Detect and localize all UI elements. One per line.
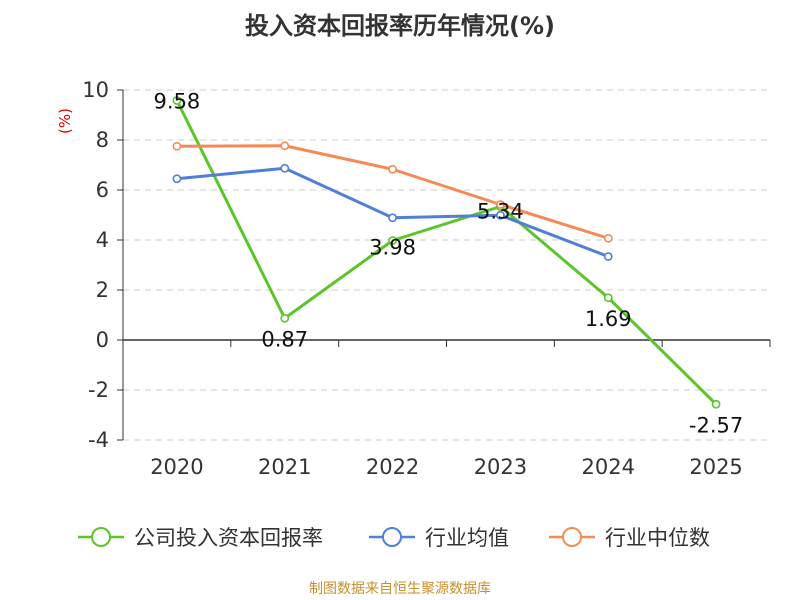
y-tick-label: -4 <box>88 428 109 452</box>
data-label: 5.34 <box>477 200 524 224</box>
y-tick-label: 2 <box>96 278 109 302</box>
data-point-0 <box>711 399 721 409</box>
chart-title: 投入资本回报率历年情况(%) <box>245 12 555 40</box>
legend-label: 公司投入资本回报率 <box>134 526 323 550</box>
data-point-0 <box>388 236 397 245</box>
data-point-2 <box>603 233 613 243</box>
data-point-0 <box>280 313 290 323</box>
legend[interactable]: 公司投入资本回报率 行业均值 行业中位数 <box>78 526 710 550</box>
data-label: 9.58 <box>154 90 201 114</box>
axes: -4 -2 0 2 4 6 8 10 2020 2021 2022 2023 2024 2025 <box>82 78 771 479</box>
y-tick-label: 0 <box>96 328 109 352</box>
legend-item-1[interactable]: 行业均值 <box>369 526 509 550</box>
x-tick-label: 2020 <box>150 455 203 479</box>
data-point-1 <box>388 213 397 223</box>
legend-swatch-marker <box>382 527 402 547</box>
data-point-1 <box>603 252 613 261</box>
legend-swatch-marker <box>91 527 111 547</box>
legend-swatch-marker <box>562 527 582 547</box>
data-label: 3.98 <box>369 236 416 260</box>
y-tick-label: 6 <box>96 178 109 202</box>
x-tick-label: 2022 <box>366 455 419 479</box>
data-point-2 <box>496 200 505 209</box>
y-tick-label: -2 <box>88 378 109 402</box>
data-label: -2.57 <box>689 413 743 437</box>
legend-item-0[interactable]: 公司投入资本回报率 <box>78 526 323 550</box>
x-tick-label: 2021 <box>258 455 311 479</box>
x-tick-label: 2024 <box>582 455 635 479</box>
x-tick-label: 2023 <box>474 455 527 479</box>
data-point-1 <box>496 210 505 220</box>
y-tick-label: 8 <box>96 128 109 152</box>
series-line-0 <box>175 99 718 406</box>
y-tick-label: 4 <box>96 228 109 252</box>
data-labels: 9.58 0.87 3.98 5.34 1.69 -2.57 <box>154 90 744 438</box>
legend-label: 行业均值 <box>425 526 509 550</box>
data-point-0 <box>172 96 182 105</box>
x-tick-label: 2025 <box>689 455 742 479</box>
data-point-2 <box>388 164 397 174</box>
series-line-2 <box>176 144 609 240</box>
data-point-2 <box>280 141 290 151</box>
data-point-2 <box>172 141 182 151</box>
y-tick-label: 10 <box>82 78 109 102</box>
data-source-note: 制图数据来自恒生聚源数据库 <box>309 581 491 597</box>
data-point-1 <box>280 163 290 173</box>
series-group <box>172 96 721 409</box>
data-point-0 <box>603 293 613 303</box>
data-point-1 <box>172 174 182 184</box>
grid-lines <box>123 89 770 441</box>
data-label: 1.69 <box>585 307 632 331</box>
data-label: 0.87 <box>261 327 308 351</box>
legend-item-2[interactable]: 行业中位数 <box>549 526 710 550</box>
legend-label: 行业中位数 <box>605 526 710 550</box>
